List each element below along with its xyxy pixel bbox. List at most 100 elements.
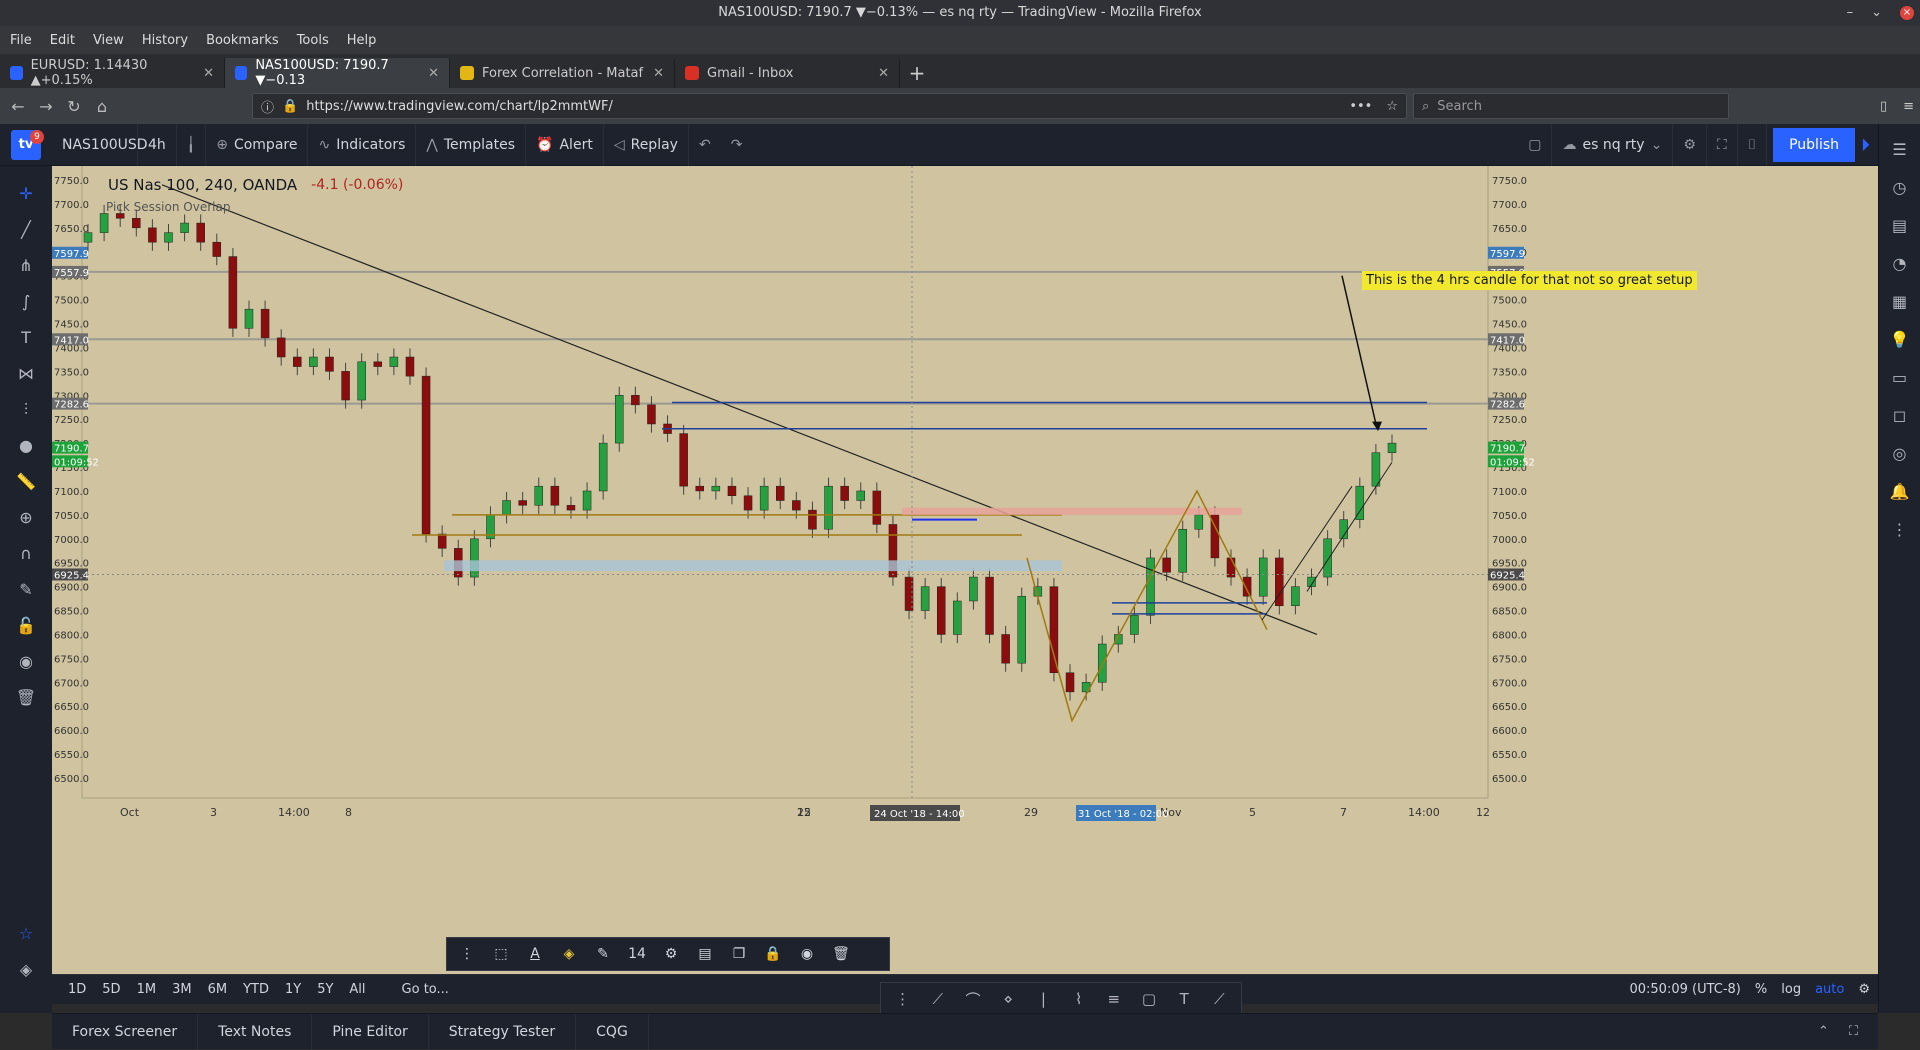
indicator-legend[interactable]: Pick Session Overlap — [106, 200, 231, 214]
menu-edit[interactable]: Edit — [49, 32, 75, 48]
zoom-icon[interactable]: ⊕ — [19, 508, 33, 527]
search-input[interactable] — [1437, 98, 1718, 114]
path-tool-icon[interactable]: ⋄ — [1003, 990, 1013, 1008]
panel-cqg[interactable]: CQG — [576, 1013, 649, 1050]
line-color-icon[interactable]: ✎ — [597, 946, 609, 962]
search-bar[interactable]: ⌕ — [1413, 93, 1729, 119]
messages-icon[interactable]: ◻ — [1892, 406, 1907, 425]
stay-drawing-icon[interactable]: ✎ — [19, 580, 33, 599]
replay-button[interactable]: ◁ Replay — [604, 123, 689, 166]
fullscreen-button[interactable]: ⛶ — [1707, 124, 1738, 166]
close-tab-icon[interactable]: ✕ — [878, 65, 889, 81]
bookmark-star-icon[interactable]: ☆ — [1386, 98, 1398, 114]
chart-note-label[interactable]: This is the 4 hrs candle for that not so… — [1362, 271, 1697, 290]
crosshair-icon[interactable]: ✛ — [19, 184, 33, 203]
tab-gmail[interactable]: Gmail - Inbox ✕ — [675, 58, 900, 88]
layout-name-button[interactable]: ☁ es nq rty ⌄ — [1552, 124, 1674, 166]
settings-gear-icon[interactable]: ⚙ — [664, 946, 678, 962]
tab-nas100usd[interactable]: NAS100USD: 7190.7 ▼−0.13 ✕ — [225, 58, 450, 88]
range-all[interactable]: All — [349, 982, 366, 997]
tab-eurusd[interactable]: EURUSD: 1.14430 ▲+0.15% ✕ — [0, 58, 225, 88]
chart-settings-gear-icon[interactable]: ⚙ — [1858, 981, 1870, 997]
settings-button[interactable]: ⚙ — [1673, 124, 1707, 166]
lock-icon[interactable]: 🔒 — [764, 946, 782, 962]
text-tool-icon[interactable]: T — [1179, 990, 1189, 1008]
range-1m[interactable]: 1M — [136, 982, 157, 997]
layout-select-button[interactable]: ▢ — [1518, 124, 1553, 166]
parallel-channel-icon[interactable]: ≡ — [1107, 990, 1121, 1008]
ray-tool-icon[interactable]: ⟋ — [1214, 990, 1225, 1008]
new-tab-icon[interactable]: + — [908, 61, 926, 85]
rectangle-tool-icon[interactable]: ▢ — [1141, 990, 1157, 1008]
eye-icon[interactable]: ◉ — [800, 946, 814, 962]
goto-date-button[interactable]: Go to... — [401, 982, 449, 997]
chart-type-button[interactable]: ╽ — [177, 123, 207, 166]
url-bar[interactable]: ⓘ 🔒 https://www.tradingview.com/chart/lp… — [252, 93, 1407, 119]
object-tree-icon[interactable]: ◈ — [19, 960, 33, 979]
log-toggle[interactable]: log — [1781, 981, 1802, 997]
chat-icon[interactable]: ▭ — [1891, 368, 1908, 387]
ideas-lightbulb-icon[interactable]: 💡 — [1889, 330, 1910, 349]
rectangle-template-icon[interactable]: ⬚ — [494, 946, 508, 962]
panel-text-notes[interactable]: Text Notes — [198, 1013, 313, 1050]
ruler-icon[interactable]: 📏 — [16, 472, 36, 491]
magnet-icon[interactable]: ∩ — [20, 544, 32, 563]
prediction-icon[interactable]: ⫶ — [23, 400, 28, 419]
clone-icon[interactable]: ❐ — [732, 946, 746, 962]
arc-tool-icon[interactable]: ⌇ — [1074, 990, 1083, 1008]
hotlists-icon[interactable]: ◔ — [1892, 254, 1907, 273]
trash-icon[interactable]: 🗑 — [15, 688, 37, 707]
home-icon[interactable]: ⌂ — [96, 96, 108, 116]
pattern-icon[interactable]: ⋈ — [18, 364, 34, 383]
menu-tools[interactable]: Tools — [296, 32, 329, 48]
text-tool-icon[interactable]: T — [21, 328, 31, 347]
range-5y[interactable]: 5Y — [317, 982, 334, 997]
range-6m[interactable]: 6M — [207, 982, 228, 997]
menu-history[interactable]: History — [141, 32, 189, 48]
data-window-icon[interactable]: ▤ — [1891, 216, 1908, 235]
delete-icon[interactable]: 🗑 — [832, 946, 850, 962]
auto-toggle[interactable]: auto — [1815, 981, 1845, 997]
vertical-line-icon[interactable]: | — [1040, 990, 1046, 1008]
more-actions-icon[interactable]: ••• — [1349, 98, 1373, 114]
indicators-button[interactable]: ∿ Indicators — [308, 123, 417, 166]
range-1d[interactable]: 1D — [68, 982, 87, 997]
maximize-panel-icon[interactable]: ⛶ — [1848, 1024, 1858, 1039]
fill-bucket-icon[interactable]: ◈ — [563, 946, 575, 962]
close-tab-icon[interactable]: ✕ — [653, 65, 664, 81]
url-text[interactable]: https://www.tradingview.com/chart/lp2mmt… — [306, 98, 613, 114]
price-chart[interactable]: 7750.07750.07700.07700.07650.07650.07600… — [52, 166, 1878, 974]
undo-button[interactable]: ↶ — [689, 124, 721, 166]
lock-drawings-icon[interactable]: 🔓 — [16, 616, 36, 635]
panel-pine-editor[interactable]: Pine Editor — [312, 1013, 429, 1050]
alert-button[interactable]: ⏰ Alert — [526, 123, 604, 166]
watchlist-icon[interactable]: ☰ — [1892, 140, 1907, 159]
visibility-layers-icon[interactable]: ▤ — [698, 946, 712, 962]
minimize-icon[interactable]: – — [1846, 5, 1854, 20]
interval-button[interactable]: 4h — [138, 123, 177, 166]
redo-button[interactable]: ↷ — [721, 124, 753, 166]
chart-pane[interactable]: 7750.07750.07700.07700.07650.07650.07600… — [52, 166, 1878, 974]
close-window-icon[interactable]: × — [1900, 6, 1914, 20]
reload-icon[interactable]: ↻ — [67, 96, 81, 116]
connections-icon[interactable]: ⋮ — [1891, 520, 1908, 539]
drag-handle-icon[interactable]: ⋮ — [460, 946, 474, 962]
snapshot-button[interactable]: ⌷ — [1738, 124, 1768, 166]
compare-button[interactable]: ⊕ Compare — [206, 123, 309, 166]
templates-button[interactable]: ⋀ Templates — [416, 123, 527, 166]
range-1y[interactable]: 1Y — [284, 982, 302, 997]
brush-icon[interactable]: ∫ — [21, 292, 31, 311]
tab-forex-correlation[interactable]: Forex Correlation - Mataf ✕ — [450, 58, 675, 88]
text-color-icon[interactable]: A — [530, 946, 540, 962]
menu-bookmarks[interactable]: Bookmarks — [206, 32, 279, 48]
shapes-icon[interactable]: ● — [19, 436, 33, 455]
trend-line-tool-icon[interactable]: ⟋ — [932, 990, 944, 1008]
maximize-icon[interactable]: ⌄ — [1871, 5, 1882, 20]
menu-help[interactable]: Help — [346, 32, 377, 48]
alerts-clock-icon[interactable]: ◷ — [1892, 178, 1907, 197]
trend-line-icon[interactable]: ╱ — [21, 220, 31, 239]
publish-button[interactable]: Publish — [1773, 128, 1855, 162]
forward-icon[interactable]: → — [39, 96, 53, 116]
tv-logo[interactable]: tv 9 — [0, 124, 52, 166]
range-5d[interactable]: 5D — [102, 982, 121, 997]
